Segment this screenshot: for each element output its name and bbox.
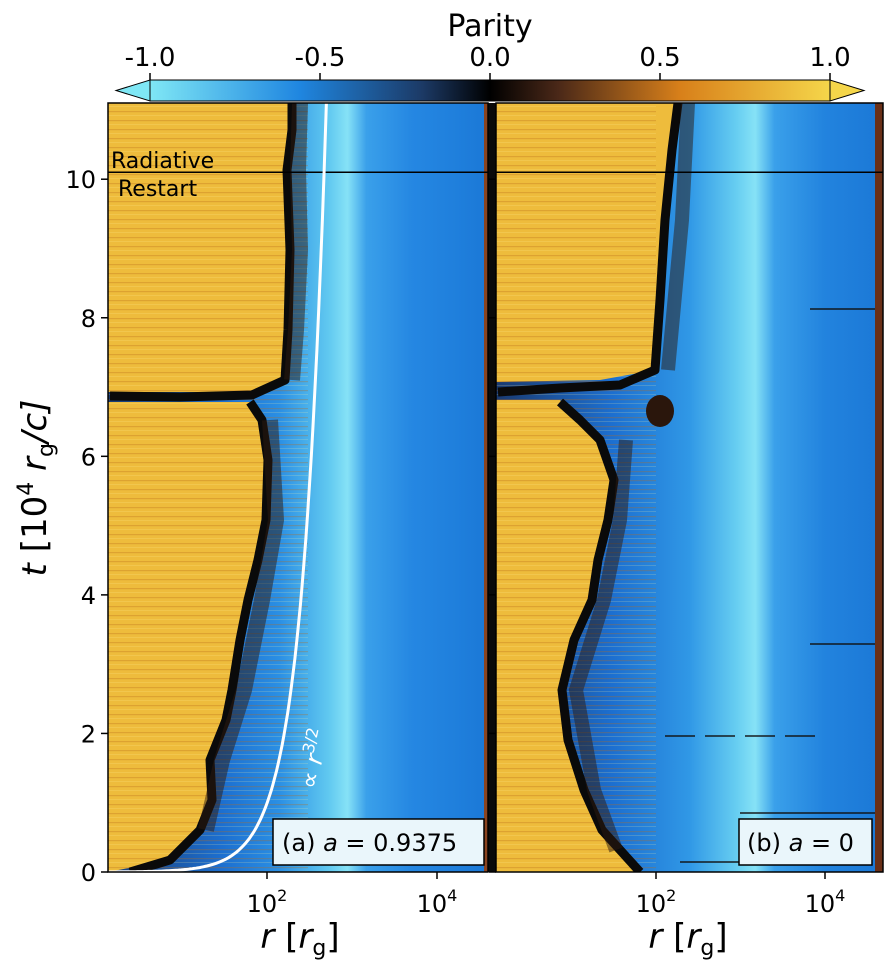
panel-b-black-boundary — [497, 103, 683, 872]
panel-b-x-ticks: 102 104 — [636, 872, 846, 918]
colorbar-tick-label: -0.5 — [295, 43, 346, 73]
panel-b-label: (b) a = 0 — [747, 829, 854, 857]
x-tick-label-a-1e4: 104 — [417, 886, 458, 918]
y-tick-label: 6 — [81, 443, 96, 471]
panel-a-right-edge — [484, 103, 488, 872]
y-tick-label: 4 — [81, 582, 96, 610]
panel-a-label: (a) a = 0.9375 — [282, 829, 457, 857]
panel-b-label-box: (b) a = 0 — [738, 818, 873, 866]
x-tick-label-b-1e2: 102 — [636, 886, 677, 918]
y-tick-label: 8 — [81, 305, 96, 333]
panel-separator — [488, 103, 496, 872]
y-tick-label: 2 — [81, 720, 96, 748]
colorbar-tick-label: 0.5 — [639, 43, 680, 73]
panel-b-right-edge — [875, 103, 883, 872]
panel-b-frame — [495, 102, 884, 873]
colorbar-extend-low — [114, 79, 151, 102]
panel-a — [108, 103, 488, 872]
colorbar: -1.0 -0.5 0.0 0.5 1.0 Parity — [114, 9, 866, 102]
y-tick-label: 10 — [65, 166, 96, 194]
panel-a-frame — [107, 102, 489, 873]
colorbar-tick-label: 0.0 — [469, 43, 510, 73]
colorbar-gradient — [149, 79, 831, 102]
y-tick-label: 0 — [81, 859, 96, 887]
x-tick-label-b-1e4: 104 — [805, 886, 846, 918]
annotation-restart: Restart — [118, 177, 197, 202]
colorbar-tick-label: -1.0 — [125, 43, 176, 73]
panel-a-x-ticks: 102 104 — [247, 872, 458, 918]
x-axis-label-a: r [rg] — [260, 917, 339, 961]
colorbar-extend-high — [829, 79, 866, 102]
x-tick-label-a-1e2: 102 — [247, 886, 288, 918]
panel-b — [496, 103, 883, 872]
annotation-radiative: Radiative — [111, 149, 214, 174]
colorbar-tick-label: 1.0 — [809, 43, 850, 73]
x-axis-label-b: r [rg] — [648, 917, 727, 961]
y-axis-label: t [104 rg/c] — [14, 400, 59, 577]
panel-a-label-box: (a) a = 0.9375 — [272, 818, 485, 866]
colorbar-title: Parity — [447, 9, 532, 44]
